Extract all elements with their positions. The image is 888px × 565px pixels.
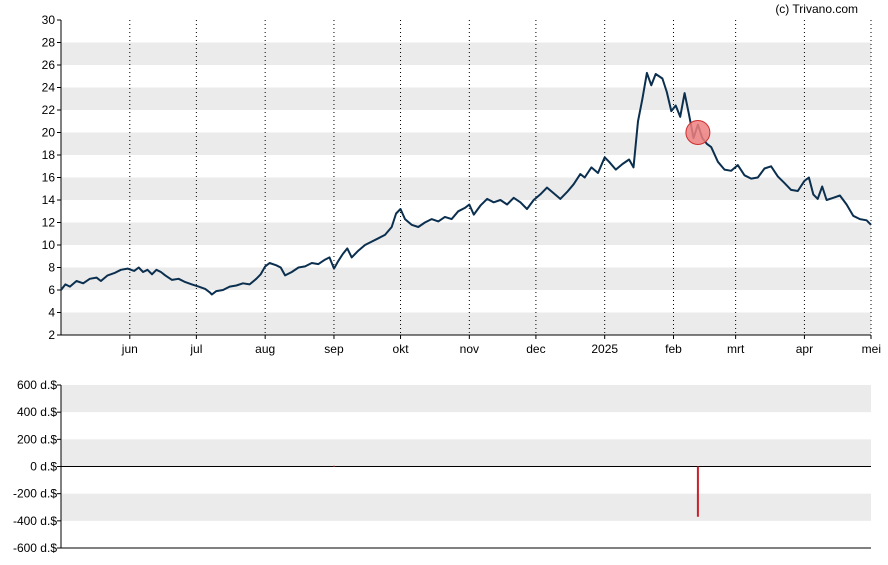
y-tick-label: 20 bbox=[42, 126, 56, 140]
y-tick-label: 16 bbox=[42, 171, 56, 185]
y-tick-label: 4 bbox=[48, 306, 55, 320]
volume-tick-label: -400 d.$ bbox=[13, 514, 57, 528]
y-tick-label: 18 bbox=[42, 148, 56, 162]
y-tick-label: 8 bbox=[48, 261, 55, 275]
x-tick-label: mrt bbox=[727, 342, 745, 356]
x-tick-label: feb bbox=[665, 342, 682, 356]
y-tick-label: 30 bbox=[42, 13, 56, 27]
volume-tick-label: -200 d.$ bbox=[13, 487, 57, 501]
price-band bbox=[61, 132, 871, 155]
volume-tick-label: 200 d.$ bbox=[17, 432, 57, 446]
volume-band bbox=[61, 493, 871, 521]
volume-band bbox=[61, 385, 871, 413]
y-tick-label: 28 bbox=[42, 36, 56, 50]
price-band bbox=[61, 177, 871, 200]
volume-tick-label: 400 d.$ bbox=[17, 405, 57, 419]
x-tick-label: aug bbox=[255, 342, 275, 356]
volume-band bbox=[61, 439, 871, 467]
x-tick-label: nov bbox=[460, 342, 479, 356]
y-tick-label: 12 bbox=[42, 216, 56, 230]
volume-tick-label: 600 d.$ bbox=[17, 378, 57, 392]
price-band bbox=[61, 42, 871, 65]
volume-tick-label: 0 d.$ bbox=[30, 460, 57, 474]
x-tick-label: 2025 bbox=[591, 342, 618, 356]
x-tick-label: mei bbox=[862, 342, 881, 356]
highlight-marker bbox=[685, 120, 711, 145]
price-line bbox=[60, 71, 872, 296]
volume-tick-label: -600 d.$ bbox=[13, 541, 57, 555]
y-tick-label: 10 bbox=[42, 238, 56, 252]
y-tick-label: 6 bbox=[48, 283, 55, 297]
x-tick-label: sep bbox=[324, 342, 344, 356]
y-tick-label: 26 bbox=[42, 58, 56, 72]
price-band bbox=[61, 312, 871, 335]
y-tick-label: 24 bbox=[42, 81, 56, 95]
volume-panel: 600 d.$ 400 d.$ 200 d.$ 0 d.$ -200 d.$ -400 d… bbox=[13, 378, 871, 555]
x-tick-label: jun bbox=[121, 342, 138, 356]
credit-text: (c) Trivano.com bbox=[775, 2, 858, 16]
y-tick-label: 14 bbox=[42, 193, 56, 207]
price-band bbox=[61, 222, 871, 245]
x-tick-label: okt bbox=[393, 342, 410, 356]
y-tick-label: 22 bbox=[42, 103, 56, 117]
y-tick-label: 2 bbox=[48, 328, 55, 342]
x-tick-label: apr bbox=[796, 342, 813, 356]
price-band bbox=[61, 267, 871, 290]
price-band bbox=[61, 87, 871, 110]
x-tick-label: dec bbox=[526, 342, 545, 356]
x-tick-label: jul bbox=[189, 342, 202, 356]
